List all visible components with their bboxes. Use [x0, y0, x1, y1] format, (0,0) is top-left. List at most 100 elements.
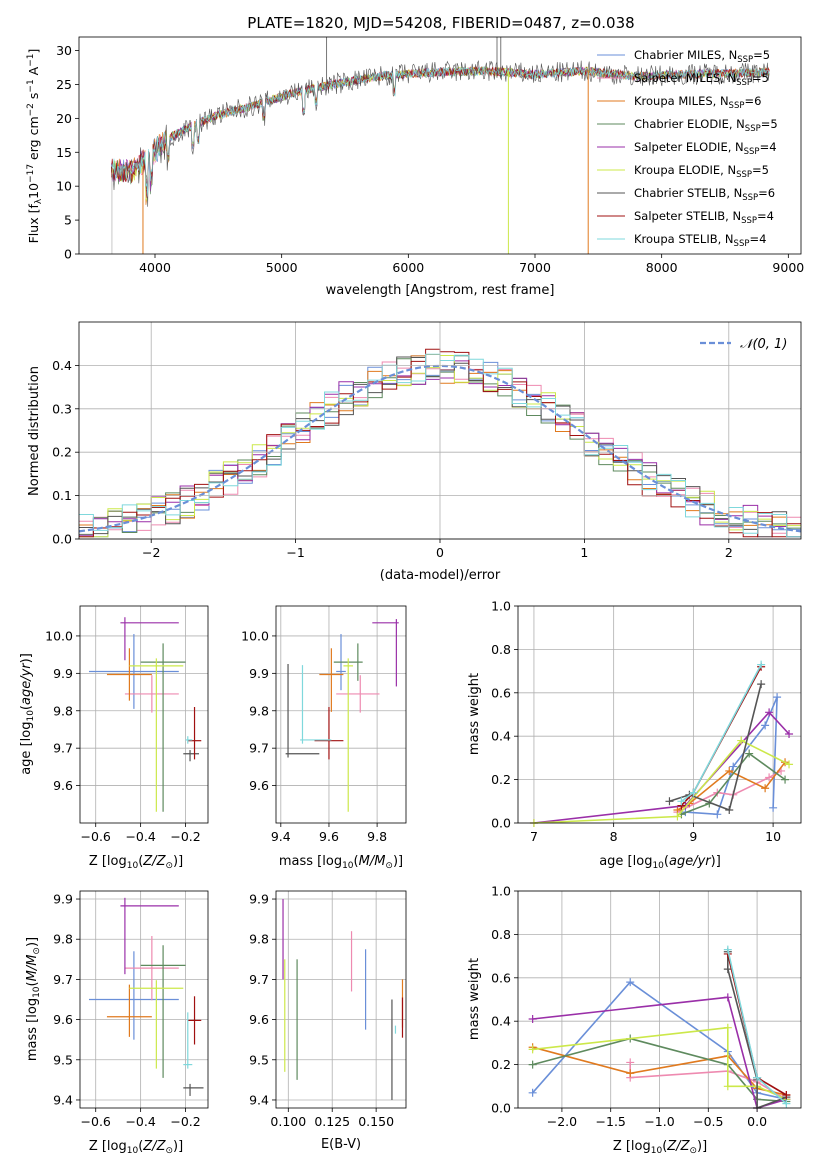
age-vs-mass-xtick-label: 9.6 — [319, 829, 339, 844]
mass-vs-ebv-xtick-label: 0.125 — [314, 1114, 350, 1129]
weight-vs-Z-marker — [626, 1069, 635, 1078]
legend-entry: Chabrier MILES, NSSP=5 — [634, 48, 770, 65]
age-vs-Z-errorbar — [183, 750, 200, 762]
gaussian-legend: 𝒩(0, 1) — [700, 337, 787, 352]
spectrum-xtick-label: 5000 — [266, 260, 298, 275]
mass-vs-Z-ytick-label: 9.8 — [53, 932, 73, 947]
weight-vs-age-marker — [785, 760, 794, 769]
age-vs-Z-ytick-label: 9.9 — [53, 666, 73, 681]
age-vs-mass-errorbar — [300, 665, 332, 744]
mass-vs-Z-ylabel: mass [log10(M/M⊙)] — [25, 937, 42, 1061]
age-vs-Z-xtick-label: −0.6 — [81, 829, 111, 844]
mass-vs-ebv-panel: 0.100 0.125 0.150 9.4 9.5 9.6 9.7 9.8 9.9 — [249, 890, 407, 1129]
age-vs-mass-errorbar — [372, 619, 399, 687]
spectrum-panel: 4000 5000 6000 7000 8000 9000 0 5 10 15 20 25 30 Cha… — [26, 36, 804, 298]
mass-vs-ebv-ytick-label: 9.6 — [249, 1012, 269, 1027]
age-vs-Z-errorbar — [88, 634, 179, 709]
mass-vs-Z-errorbar — [140, 945, 186, 1078]
mass-vs-Z-ytick-label: 9.9 — [53, 892, 73, 907]
mass-vs-ebv-xlabel: E(B-V) — [321, 1137, 361, 1152]
spectrum-ytick-label: 10 — [56, 179, 72, 194]
residual-xlabel: (data-model)/error — [380, 568, 501, 583]
age-vs-mass-errorbar — [343, 658, 354, 812]
weight-vs-age-marker — [673, 812, 682, 821]
spectrum-line — [111, 66, 770, 197]
mass-vs-Z-errorbar — [124, 936, 179, 1001]
weight-vs-age-marker — [761, 784, 770, 793]
mass-vs-Z-errorbar — [106, 984, 152, 1037]
spectrum-line — [111, 60, 770, 207]
residual-ytick-label: 0.0 — [52, 532, 72, 547]
age-vs-Z-xlabel: Z [log10(Z/Z⊙)] — [89, 854, 183, 871]
age-vs-Z-ytick-label: 10.0 — [45, 628, 73, 643]
weight-vs-age-marker — [765, 708, 774, 717]
weight-vs-age-xtick-label: 7 — [530, 829, 538, 844]
spectrum-line — [111, 66, 770, 198]
mass-vs-Z-xlabel: Z [log10(Z/Z⊙)] — [89, 1139, 183, 1156]
weight-vs-Z-ytick-label: 0.0 — [491, 1101, 511, 1116]
weight-vs-age-marker — [757, 680, 766, 689]
weight-vs-Z-xtick-label: −0.5 — [693, 1114, 723, 1129]
weight-vs-Z-marker — [626, 1058, 635, 1067]
weight-vs-age-marker — [713, 810, 722, 819]
weight-vs-Z-xtick-label: 0.0 — [747, 1114, 767, 1129]
residual-xtick-label: −1 — [286, 545, 304, 560]
weight-vs-Z-xtick-label: −1.0 — [644, 1114, 674, 1129]
weight-vs-Z-ytick-label: 0.8 — [491, 927, 511, 942]
weight-vs-age-ytick-label: 0.6 — [491, 685, 511, 700]
mass-vs-Z-errorbar — [88, 951, 179, 1040]
residual-xtick-label: 2 — [725, 545, 733, 560]
spectrum-xtick-label: 4000 — [139, 260, 171, 275]
mass-vs-Z-xtick-label: −0.2 — [170, 1114, 200, 1129]
weight-vs-age-marker — [769, 803, 778, 812]
mass-vs-Z-errorbar — [187, 996, 202, 1045]
spectrum-lines — [111, 37, 770, 254]
age-vs-mass-xtick-label: 9.8 — [367, 829, 387, 844]
age-vs-mass-errorbar — [336, 675, 380, 713]
residual-xtick-label: 1 — [580, 545, 588, 560]
age-vs-mass-xlabel: mass [log10(M/M⊙)] — [279, 854, 403, 871]
residual-xtick-label: 0 — [436, 545, 444, 560]
weight-vs-age-marker — [761, 721, 770, 730]
weight-vs-age-ytick-label: 0.2 — [491, 772, 511, 787]
weight-vs-Z-marker — [723, 993, 732, 1002]
age-vs-mass-ytick-label: 9.6 — [249, 778, 269, 793]
weight-vs-age-ytick-label: 0.0 — [491, 816, 511, 831]
mass-vs-Z-ytick-label: 9.5 — [53, 1052, 73, 1067]
mass-vs-ebv-xtick-label: 0.100 — [270, 1114, 306, 1129]
weight-vs-Z-marker — [723, 1082, 732, 1091]
mass-vs-ebv-ytick-label: 9.9 — [249, 892, 269, 907]
weight-vs-Z-marker — [723, 945, 732, 954]
weight-vs-Z-marker — [723, 965, 732, 974]
spectrum-ytick-label: 25 — [56, 77, 72, 92]
weight-vs-metallicity-panel: −2.0 −1.5 −1.0 −0.5 0.0 0.0 0.2 0.4 0.6 0.8 1.0 — [491, 884, 802, 1129]
weight-vs-age-ytick-label: 0.8 — [491, 642, 511, 657]
weight-vs-age-panel: 7 8 9 10 0.0 0.2 0.4 0.6 0.8 1.0 — [491, 599, 802, 844]
mass-vs-Z-errorbar — [183, 1012, 193, 1069]
mass-vs-Z-ytick-label: 9.4 — [53, 1092, 73, 1107]
weight-vs-Z-marker — [626, 978, 635, 987]
age-vs-Z-xtick-label: −0.4 — [125, 829, 155, 844]
legend-entry: Salpeter ELODIE, NSSP=4 — [634, 140, 777, 157]
spectrum-xtick-label: 9000 — [772, 260, 804, 275]
age-vs-mass-errorbar — [319, 648, 344, 712]
weight-vs-age-xlabel: age [log10(age/yr)] — [599, 854, 721, 871]
weight-vs-age-series — [529, 708, 794, 827]
residual-ytick-label: 0.1 — [52, 488, 72, 503]
weight-vs-age-series — [665, 680, 766, 814]
weight-vs-Z-ytick-label: 1.0 — [491, 884, 511, 899]
spectrum-legend: Chabrier MILES, NSSP=5 Salpeter MILES, NS… — [597, 48, 778, 249]
mass-vs-Z-ytick-label: 9.6 — [53, 1012, 73, 1027]
spectrum-ytick-label: 30 — [56, 43, 72, 58]
weight-vs-Z-marker — [723, 1023, 732, 1032]
weight-vs-age-xtick-label: 8 — [610, 829, 618, 844]
residual-ylabel: Normed distribution — [27, 366, 42, 496]
weight-vs-Z-marker — [782, 1099, 791, 1108]
mass-vs-Z-xtick-label: −0.4 — [125, 1114, 155, 1129]
spectrum-xlabel: wavelength [Angstrom, rest frame] — [326, 283, 555, 298]
spectrum-xtick-label: 8000 — [646, 260, 678, 275]
weight-vs-Z-xtick-label: −1.5 — [596, 1114, 626, 1129]
weight-vs-Z-series — [528, 1023, 791, 1104]
weight-vs-Z-series — [723, 945, 791, 1108]
